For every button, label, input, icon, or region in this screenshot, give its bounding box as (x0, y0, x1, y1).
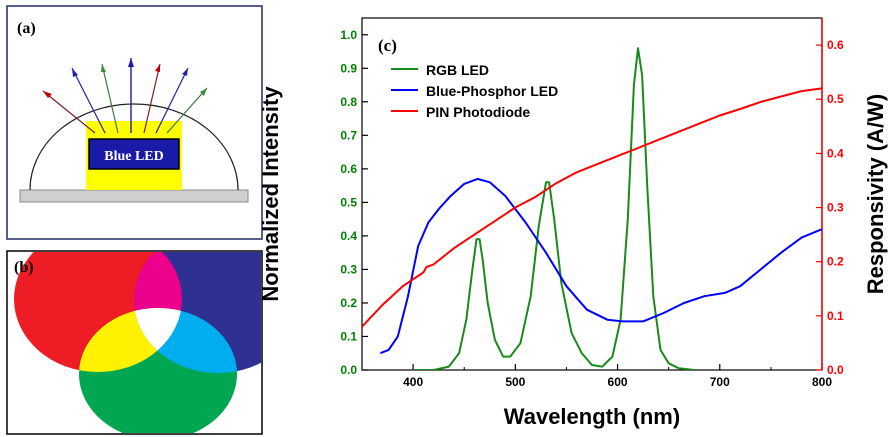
substrate (19, 189, 249, 203)
y-right-tick-label-0.1: 0.1 (827, 309, 844, 323)
lens-dome (29, 103, 239, 191)
y-left-tick-label-1.0: 1.0 (340, 28, 357, 42)
axis-ticks: 400 500 600 700 8000.00.10.20.30.40.50.60.70… (340, 18, 844, 389)
x-axis-title: Wavelength (nm) (504, 404, 680, 429)
panel-c-chart: 400 500 600 700 8000.00.10.20.30.40.50.60.70… (258, 17, 888, 429)
y-right-tick-label-0.6: 0.6 (827, 38, 844, 52)
x-tick-label-700: 700 (710, 375, 730, 389)
arrow-red-1 (42, 90, 96, 134)
y-left-tick-label-0.3: 0.3 (340, 262, 357, 276)
legend-label-blue-phosphor-led: Blue-Phosphor LED (426, 83, 558, 99)
legend-label-rgb-led: RGB LED (426, 62, 489, 78)
x-tick-label-600: 600 (608, 375, 628, 389)
y-right-tick-label-0.5: 0.5 (827, 92, 844, 106)
y-right-tick-label-0.0: 0.0 (827, 363, 844, 377)
led-chip (88, 138, 180, 170)
panel-a-label: (a) (17, 20, 36, 37)
arrow-blue-3-head (182, 68, 188, 76)
arrow-green-2 (166, 87, 208, 134)
y-left-tick-label-0.8: 0.8 (340, 95, 357, 109)
arrow-red-2-head (155, 64, 160, 72)
legend: RGB LED Blue-Phosphor LED PIN Photodiode (391, 62, 558, 120)
x-tick-label-500: 500 (505, 375, 525, 389)
panel-b-label: (b) (14, 259, 34, 276)
arrow-green-1-head (101, 64, 106, 72)
y-left-tick-label-0.5: 0.5 (340, 195, 357, 209)
arrow-blue-2-head (128, 58, 134, 67)
y-axis-left-title: Normalized Intensity (258, 86, 283, 302)
arrow-blue-1-head (72, 68, 78, 77)
led-chip-label: Blue LED (104, 149, 164, 164)
arrow-red-2 (143, 63, 161, 134)
arrow-green-2-head (200, 88, 207, 96)
y-right-tick-label-0.4: 0.4 (827, 146, 844, 160)
series-line-pin-photodiode (362, 87, 822, 328)
emission-arrows (42, 58, 208, 134)
cyan-overlap (134, 308, 237, 373)
panel-c-label: (c) (378, 36, 397, 55)
yellow-overlap (79, 308, 182, 372)
y-left-tick-label-0.0: 0.0 (340, 363, 357, 377)
y-left-tick-label-0.7: 0.7 (340, 128, 357, 142)
panel-b: (b) (6, 250, 263, 435)
y-left-tick-label-0.9: 0.9 (340, 61, 357, 75)
y-right-tick-label-0.3: 0.3 (827, 201, 844, 215)
panel-a: (a) Blue LED (6, 5, 263, 240)
legend-label-pin-photodiode: PIN Photodiode (426, 104, 530, 120)
series-line-rgb-led (413, 47, 695, 370)
y-left-tick-label-0.6: 0.6 (340, 162, 357, 176)
y-left-tick-label-0.1: 0.1 (340, 329, 357, 343)
y-left-tick-label-0.4: 0.4 (340, 229, 357, 243)
x-tick-label-800: 800 (812, 375, 832, 389)
series-line-blue-phosphor-led (380, 177, 822, 355)
y-left-tick-label-0.2: 0.2 (340, 296, 357, 310)
arrow-green-1 (101, 63, 119, 134)
arrow-blue-1 (71, 67, 106, 134)
y-axis-right-title: Responsivity (A/W) (863, 94, 888, 294)
x-tick-label-400: 400 (403, 375, 423, 389)
series-layer (362, 47, 822, 370)
y-right-tick-label-0.2: 0.2 (827, 255, 844, 269)
arrow-blue-3 (155, 67, 189, 134)
arrow-red-1-head (43, 91, 52, 98)
